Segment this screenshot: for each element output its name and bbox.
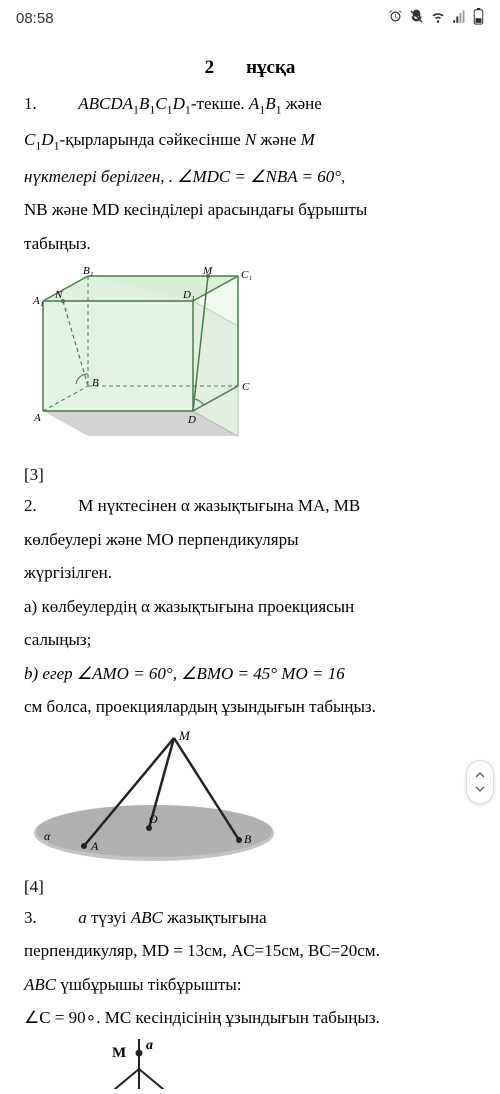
problem-2-l6: b) егер ∠AMO = 60°, ∠BMO = 45° MO = 16 [24,661,476,687]
p1-l1e: -текше. [191,94,249,113]
chevron-down-icon[interactable] [475,785,485,793]
svg-text:N: N [54,289,63,301]
problem-2: 2. M нүктесінен α жазықтығына МА, МВ [24,493,476,519]
svg-text:O: O [149,812,158,826]
svg-text:A: A [90,839,99,853]
svg-text:D₁: D₁ [182,289,195,301]
problem-1: 1. ABCDA1B1C1D1-текше. A1B1 және [24,91,476,119]
problem-3-l3: ABC үшбұрышы тікбұрышты: [24,972,476,998]
score-2: [4] [24,877,476,897]
document-content: 2нұсқа 1. ABCDA1B1C1D1-текше. A1B1 және … [0,37,500,1094]
problem-1-l4: NB және MD кесінділері арасындағы бұрышт… [24,197,476,223]
svg-text:C: C [242,381,250,393]
scroll-buttons[interactable] [466,760,494,804]
problem-2-l2: көлбеулері және МО перпендикуляры [24,527,476,553]
p3-l1a: a [78,908,87,927]
cube-figure: A₁ B₁ C₁ D₁ A B C D N M [24,266,476,461]
p1-l2d: N [245,130,256,149]
problem-2-num: 2. [24,493,74,519]
svg-text:α: α [44,829,51,843]
battery-icon [473,8,484,29]
p1-l2e: және [256,130,300,149]
problem-3-num: 3. [24,905,74,931]
svg-text:a: a [146,1039,153,1053]
title-num: 2 [205,57,215,79]
problem-3: 3. a түзуі ABC жазықтығына [24,905,476,931]
p1-l1g: B [265,94,275,113]
svg-text:M: M [178,728,191,743]
problem-2-l7: см болса, проекциялардың ұзындығын табың… [24,694,476,720]
svg-text:B: B [244,832,252,846]
p3-l1b: түзуі [87,908,131,927]
svg-text:D: D [187,414,196,426]
plane-figure: M O A B α [24,728,476,873]
svg-text:B: B [92,377,99,389]
score-1: [3] [24,465,476,485]
signal-icon [452,9,467,28]
p3-l1d: жазықтығына [163,908,267,927]
svg-text:M: M [112,1045,126,1061]
problem-1-l2: C1D1-қырларында сәйкесінше N және M [24,127,476,155]
p1-l3-text: нүктелері берілген, . ∠MDC = ∠NBA = 60°, [24,167,345,186]
chevron-up-icon[interactable] [475,771,485,779]
problem-2-l4: a) көлбеулердің α жазықтығына проекциясы… [24,594,476,620]
p1-l1c: C [155,94,166,113]
p1-l1a: ABCDA [78,94,133,113]
p3-l3b: үшбұрышы тікбұрышты: [56,975,241,994]
problem-1-l3: нүктелері берілген, . ∠MDC = ∠NBA = 60°, [24,164,476,190]
problem-2-l3: жүргізілген. [24,560,476,586]
p1-l1d: D [173,94,185,113]
problem-2-l5: салыңыз; [24,627,476,653]
p1-l2b: D [41,130,53,149]
problem-3-l4: ∠C = 90∘. МС кесіндісінің ұзындығын табы… [24,1005,476,1031]
wifi-icon [430,9,446,28]
mute-icon [409,9,424,28]
svg-text:A: A [33,412,41,424]
p2-l1: M нүктесінен α жазықтығына МА, МВ [78,496,360,515]
status-bar: 08:58 [0,0,500,37]
problem-1-num: 1. [24,91,74,117]
figure-3: M a [24,1039,476,1094]
p3-l3a: ABC [24,975,56,994]
p1-l2a: C [24,130,35,149]
title-word: нұсқа [246,57,295,78]
svg-text:B₁: B₁ [83,266,94,277]
p1-l1f: A [249,94,259,113]
alarm-icon [388,9,403,28]
status-icons [388,8,484,29]
problem-1-l5: табыңыз. [24,231,476,257]
svg-text:A₁: A₁ [32,295,44,307]
svg-text:C₁: C₁ [241,269,252,281]
p3-l1c: ABC [131,908,163,927]
problem-3-l2: перпендикуляр, MD = 13см, AC=15см, BC=20… [24,938,476,964]
title: 2 нұсқа [24,57,476,79]
p1-l2f: M [301,130,315,149]
p1-l1h: және [282,94,322,113]
p1-l1b: B [139,94,149,113]
status-time: 08:58 [16,10,54,27]
p1-l2c: -қырларында сәйкесінше [60,130,245,149]
p2-l6-text: b) егер ∠AMO = 60°, ∠BMO = 45° MO = 16 [24,664,345,683]
